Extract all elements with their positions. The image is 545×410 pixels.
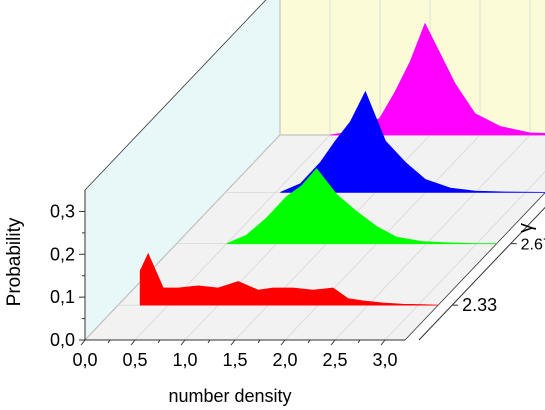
floor-gridline <box>334 134 531 341</box>
x-tick <box>330 339 336 346</box>
x-tick-label: 1,0 <box>172 350 197 370</box>
floor-gridline <box>84 134 281 341</box>
z-tick-label: 2.67 <box>521 237 545 254</box>
series-area <box>226 168 497 245</box>
x-tick <box>230 339 236 346</box>
x-tick-label: 0,0 <box>72 350 97 370</box>
y-axis-title: Probability <box>4 217 25 306</box>
z-axis-line <box>418 206 545 341</box>
x-tick <box>180 339 186 346</box>
x-minor-tick <box>157 339 161 344</box>
series-area <box>139 252 439 306</box>
x-minor-tick <box>307 339 311 344</box>
z-tick-label: 2.33 <box>462 295 497 315</box>
y-tick-label: 0,0 <box>50 330 75 350</box>
x-minor-tick <box>357 339 361 344</box>
x-axis-title: number density <box>168 386 291 406</box>
x-tick <box>380 339 386 346</box>
x-tick <box>130 339 136 346</box>
y-tick-label: 0,1 <box>50 287 75 307</box>
x-minor-tick <box>257 339 261 344</box>
x-tick-label: 3,0 <box>372 350 397 370</box>
x-tick <box>280 339 286 346</box>
x-minor-tick <box>207 339 211 344</box>
x-tick-label: 0,5 <box>122 350 147 370</box>
floor-gridline <box>384 171 545 341</box>
x-minor-tick <box>107 339 111 344</box>
series-area <box>280 90 545 193</box>
x-tick-label: 2,5 <box>322 350 347 370</box>
z-axis-title: γ <box>515 223 537 233</box>
x-tick-label: 1,5 <box>222 350 247 370</box>
y-tick-label: 0,2 <box>50 244 75 264</box>
series-layer <box>139 22 545 306</box>
x-tick-label: 2,0 <box>272 350 297 370</box>
x-tick <box>80 339 86 346</box>
axes-layer: 0,0 0,5 1,0 1,5 2,0 2,5 3,0 0,0 0,1 0,2 0,3 2.33 2.6… <box>50 190 545 370</box>
floor-gridline <box>134 134 331 341</box>
y-tick-label: 0,3 <box>50 201 75 221</box>
series-area <box>329 22 545 136</box>
